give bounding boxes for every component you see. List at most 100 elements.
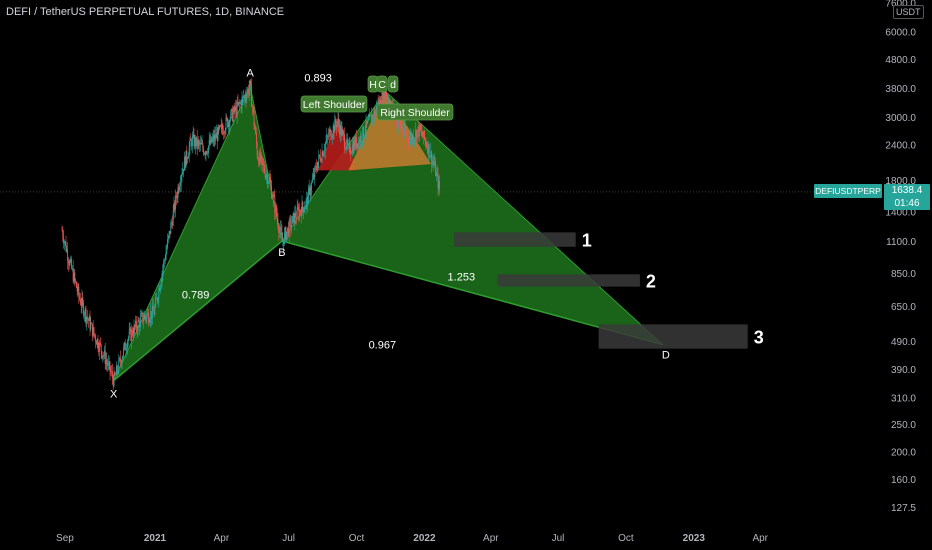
candle-body (224, 130, 226, 134)
candle-body (351, 144, 353, 153)
candle-body (167, 239, 169, 248)
candle-body (125, 349, 127, 351)
candle-body (408, 142, 410, 145)
candle-body (248, 88, 250, 95)
candle-body (278, 227, 280, 234)
candle-body (220, 124, 222, 127)
candle-body (319, 154, 321, 157)
candle-body (93, 327, 95, 335)
candle-body (263, 163, 265, 166)
candle-body (324, 144, 326, 151)
candle-body (100, 344, 102, 352)
candle-body (282, 240, 284, 241)
candle-body (95, 341, 97, 345)
price-axis-label: 127.5 (891, 503, 916, 514)
candle-body (251, 106, 253, 108)
candle-body (99, 342, 101, 352)
candle-body (99, 342, 101, 345)
candle-body (123, 347, 125, 356)
candle-body (142, 312, 144, 322)
candle-body (74, 272, 76, 280)
candle-body (257, 155, 259, 160)
candle-body (104, 350, 106, 364)
candle-body (273, 195, 275, 198)
price-axis-label: 4800.0 (885, 55, 916, 66)
symbol-title[interactable]: DEFI / TetherUS PERPETUAL FUTURES, 1D, B… (6, 6, 285, 18)
candle-body (230, 111, 232, 121)
candle-body (227, 121, 229, 127)
candle-body (65, 241, 67, 252)
candle-body (331, 135, 333, 138)
candle-body (325, 141, 327, 145)
candle-body (303, 207, 305, 212)
candle-body (354, 140, 356, 148)
candle-body (287, 227, 289, 232)
candle-body (86, 317, 88, 322)
candle-body (344, 147, 346, 149)
price-axis-label: 200.0 (891, 447, 916, 458)
candle-body (424, 138, 426, 142)
candle-body (379, 99, 381, 107)
candle-body (193, 133, 195, 147)
candle-body (309, 187, 311, 196)
candle-body (349, 142, 351, 154)
candle-body (71, 259, 73, 269)
price-axis-label: 650.0 (891, 302, 916, 313)
candle-body (316, 169, 318, 171)
candle-body (247, 89, 249, 95)
candle-body (147, 312, 149, 315)
candle-body (82, 297, 84, 303)
candle-body (258, 159, 260, 166)
left-shoulder-label-bg (300, 95, 368, 113)
candle-body (223, 132, 225, 134)
candle-body (243, 95, 245, 98)
candle-body (215, 134, 217, 139)
candle-body (373, 110, 375, 119)
price-axis-label: 1800.0 (885, 176, 916, 187)
candle-body (115, 374, 117, 376)
candle-body (252, 107, 254, 111)
candle-body (382, 92, 384, 104)
candle-body (343, 131, 345, 135)
candle-body (403, 126, 405, 134)
candle-body (423, 130, 425, 139)
candle-body (301, 201, 303, 217)
candle-body (310, 190, 312, 196)
candle-body (132, 335, 134, 336)
candle-body (237, 101, 239, 105)
candle-body (369, 115, 371, 117)
price-axis-label: 6000.0 (885, 28, 916, 39)
candle-body (348, 142, 350, 144)
candle-body (186, 150, 188, 160)
candle-body (171, 222, 173, 224)
candle-body (438, 181, 440, 189)
candle-body (297, 207, 299, 209)
candle-body (207, 152, 209, 154)
candle-body (409, 138, 411, 145)
target-zone (497, 274, 640, 287)
candle-body (181, 173, 183, 177)
candle-body (226, 117, 228, 119)
candle-body (426, 145, 428, 147)
left-shoulder-label: Left Shoulder (303, 99, 366, 111)
currency-unit[interactable]: USDT (893, 5, 924, 19)
point-label-x: X (110, 389, 118, 401)
candle-body (163, 260, 165, 262)
ratio-label: 1.253 (448, 271, 476, 283)
candle-body (108, 361, 110, 363)
candle-body (133, 325, 135, 336)
candle-body (211, 136, 213, 143)
candle-body (275, 205, 277, 215)
candle-body (91, 323, 93, 337)
candle-body (232, 112, 234, 122)
candle-body (63, 241, 65, 244)
candle-body (208, 139, 210, 146)
candle-body (435, 172, 437, 176)
candle-body (415, 130, 417, 140)
candle-body (163, 261, 165, 269)
candle-body (372, 115, 374, 119)
point-label-b: B (278, 247, 285, 259)
candle-body (361, 141, 363, 143)
